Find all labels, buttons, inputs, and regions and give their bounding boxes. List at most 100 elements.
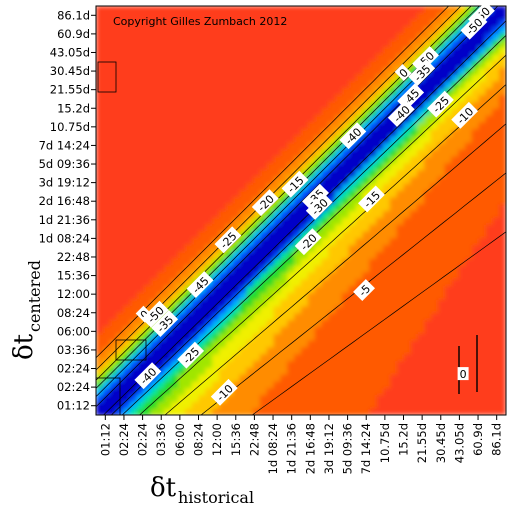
heatmap-cell [301,169,309,178]
heatmap-cell [232,340,241,348]
heatmap-cell [109,319,118,327]
heatmap-cell [130,394,138,402]
heatmap-cell [328,265,336,273]
heatmap-cell [410,183,418,191]
heatmap-cell [430,33,439,41]
heatmap-cell [157,271,165,280]
heatmap-cell [273,380,282,389]
heatmap-cell [471,162,480,171]
heatmap-cell [417,108,425,116]
x-tick-label: 1d 08:24 [266,423,280,474]
heatmap-cell [301,265,309,273]
heatmap-cell [410,128,418,137]
heatmap-cell [362,224,370,232]
heatmap-cell [369,155,377,164]
heatmap-cell [96,353,104,362]
heatmap-cell [396,251,405,259]
heatmap-cell [389,360,398,368]
heatmap-cell [355,394,364,402]
heatmap-cell [430,258,439,266]
heatmap-cell [287,319,295,327]
heatmap-cell [191,380,200,389]
heatmap-cell [273,210,282,218]
heatmap-cell [499,176,506,184]
heatmap-cell [458,155,466,164]
heatmap-cell [376,94,384,103]
heatmap-cell [342,408,350,415]
heatmap-cell [376,333,384,341]
heatmap-cell [342,203,350,212]
heatmap-cell [287,401,295,409]
heatmap-cell [430,278,439,287]
heatmap-cell [383,115,391,123]
heatmap-cell [205,326,213,334]
heatmap-cell [376,292,384,300]
heatmap-cell [348,401,357,409]
heatmap-cell [362,312,370,321]
x-tick-label: 7d 14:24 [359,423,373,474]
heatmap-cell [294,224,302,232]
heatmap-cell [376,67,384,75]
heatmap-cell [348,230,357,239]
heatmap-cell [232,319,241,327]
heatmap-cell [321,367,329,375]
heatmap-cell [212,285,220,293]
heatmap-cell [485,142,493,150]
heatmap-cell [191,387,200,396]
heatmap-cell [157,401,165,409]
heatmap-cell [225,210,234,218]
heatmap-cell [499,6,506,14]
y-tick-label: 1d 21:36 [39,213,90,227]
heatmap-cell [335,149,343,157]
y-axis-label: δt centered [9,260,44,360]
heatmap-cell [396,353,405,362]
heatmap-cell [430,155,439,164]
heatmap-cell [424,135,432,143]
y-tick-label: 7d 14:24 [39,138,90,152]
heatmap-cell [273,299,282,307]
heatmap-cell [219,374,227,382]
heatmap-cell [417,12,425,21]
heatmap-cell [253,353,261,362]
heatmap-cell [355,299,364,307]
heatmap-cell [348,115,357,123]
heatmap-cell [102,353,111,362]
heatmap-cell [294,278,302,287]
heatmap-cell [184,299,193,307]
heatmap-cell [471,128,480,137]
heatmap-cell [328,162,336,171]
heatmap-cell [492,135,500,143]
heatmap-cell [321,292,329,300]
contour-label: 0 [457,367,469,381]
heatmap-cell [232,271,241,280]
heatmap-cell [410,46,418,55]
heatmap-cell [171,394,179,402]
heatmap-cell [342,244,350,252]
heatmap-cell [184,387,193,396]
heatmap-cell [444,80,452,89]
heatmap-cell [184,244,193,252]
heatmap-cell [328,367,336,375]
heatmap-cell [109,346,118,355]
heatmap-cell [342,87,350,96]
heatmap-cell [328,121,336,130]
heatmap-cell [444,217,452,225]
heatmap-cell [191,258,200,266]
heatmap-cell [348,319,357,327]
heatmap-cell [294,203,302,212]
heatmap-cell [307,149,316,157]
heatmap-cell [389,60,398,68]
heatmap-cell [355,210,364,218]
heatmap-cell [328,387,336,396]
heatmap-cell [307,244,316,252]
heatmap-cell [266,367,275,375]
heatmap-cell [458,230,466,239]
heatmap-cell [321,128,329,137]
heatmap-cell [369,203,377,212]
heatmap-cell [499,33,506,41]
heatmap-cell [430,115,439,123]
heatmap-cell [478,60,487,68]
heatmap-cell [184,305,193,314]
heatmap-cell [376,108,384,116]
heatmap-cell [171,271,179,280]
